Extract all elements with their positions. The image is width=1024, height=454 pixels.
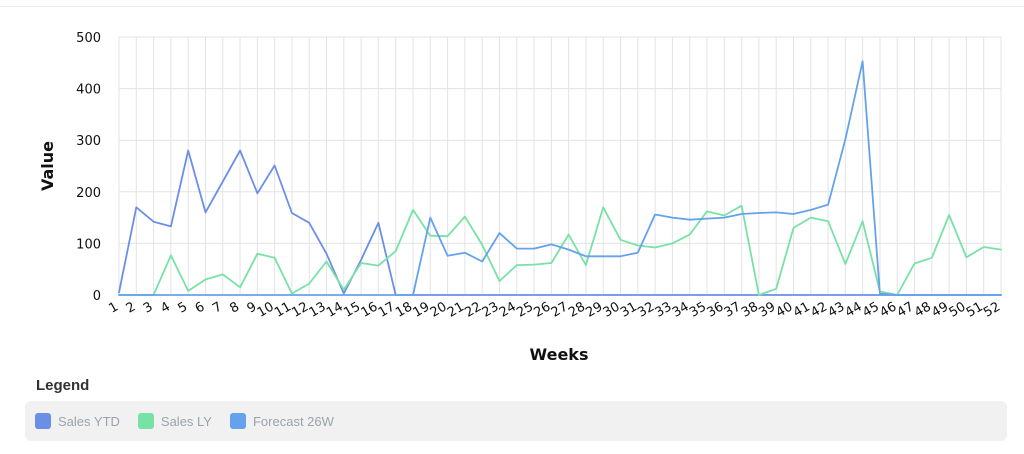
x-tick-label: 14 [324, 299, 346, 320]
x-tick-label: 25 [514, 299, 536, 320]
x-tick-label: 1 [106, 299, 121, 316]
x-tick-label: 4 [158, 299, 173, 316]
x-tick-label: 45 [860, 299, 882, 320]
y-axis-ticks: 0 100 200 300 400 500 [76, 31, 101, 304]
x-tick-label: 29 [583, 299, 605, 320]
x-tick-label: 7 [210, 299, 225, 316]
x-tick-label: 23 [480, 299, 502, 320]
legend: Sales YTD Sales LY Forecast 26W [25, 401, 1007, 441]
legend-swatch-sales-ly [137, 413, 154, 429]
x-tick-label: 40 [774, 299, 796, 320]
x-axis-ticks: 1 2 3 4 5 6 7 8 91011121314151617181920212223242… [106, 299, 1003, 320]
x-tick-label: 24 [497, 299, 519, 320]
x-tick-label: 28 [566, 299, 588, 320]
x-tick-label: 22 [462, 299, 484, 320]
x-tick-label: 44 [843, 299, 865, 320]
grid-lines [118, 36, 1002, 296]
x-axis-title: Weeks [530, 345, 589, 364]
legend-label-sales-ytd: Sales YTD [58, 413, 120, 429]
y-tick-label: 500 [76, 31, 101, 46]
x-tick-label: 10 [255, 299, 277, 320]
x-tick-label: 48 [912, 299, 934, 320]
legend-swatch-forecast-26w [229, 413, 246, 429]
x-tick-label: 16 [359, 299, 381, 320]
series-lines [118, 60, 1002, 296]
x-tick-label: 5 [176, 299, 191, 316]
x-tick-label: 2 [124, 299, 139, 316]
x-tick-label: 49 [929, 299, 951, 320]
x-tick-label: 18 [393, 299, 415, 320]
x-tick-label: 31 [618, 299, 640, 320]
x-tick-label: 47 [895, 299, 917, 320]
x-tick-label: 11 [272, 299, 294, 320]
x-tick-label: 26 [532, 299, 554, 320]
x-tick-label: 35 [687, 299, 709, 320]
series-line-sales-ytd [118, 149, 1002, 296]
y-axis-title: Value [38, 141, 57, 191]
x-tick-label: 19 [410, 299, 432, 320]
y-tick-label: 300 [76, 134, 101, 149]
x-tick-label: 20 [428, 299, 450, 320]
legend-title: Legend [36, 377, 90, 394]
x-tick-label: 12 [289, 299, 311, 320]
legend-item-forecast-26w[interactable]: Forecast 26W [229, 413, 334, 429]
legend-swatch-sales-ytd [35, 413, 51, 429]
x-tick-label: 34 [670, 299, 692, 320]
x-tick-label: 37 [722, 299, 744, 320]
x-tick-label: 50 [947, 299, 969, 320]
y-tick-label: 0 [93, 289, 101, 304]
series-line-sales-ly [118, 204, 1002, 296]
x-tick-label: 27 [549, 299, 571, 320]
x-tick-label: 52 [981, 299, 1003, 320]
x-tick-label: 33 [653, 299, 675, 320]
y-tick-label: 100 [76, 237, 101, 252]
x-tick-label: 46 [877, 299, 899, 320]
x-tick-label: 42 [808, 299, 830, 320]
x-tick-label: 6 [193, 299, 208, 316]
x-tick-label: 15 [341, 299, 363, 320]
x-tick-label: 38 [739, 299, 761, 320]
x-tick-label: 3 [141, 299, 156, 316]
legend-item-sales-ytd[interactable]: Sales YTD [35, 413, 120, 429]
x-tick-label: 17 [376, 299, 398, 320]
x-tick-label: 30 [601, 299, 623, 320]
series-line-forecast-26w [118, 60, 1002, 296]
x-tick-label: 43 [826, 299, 848, 320]
y-tick-label: 400 [76, 83, 101, 98]
y-tick-label: 200 [76, 186, 101, 201]
x-tick-label: 51 [964, 299, 986, 320]
x-tick-label: 41 [791, 299, 813, 320]
x-tick-label: 39 [756, 299, 778, 320]
legend-item-sales-ly[interactable]: Sales LY [137, 413, 212, 429]
x-tick-label: 21 [445, 299, 467, 320]
x-tick-label: 36 [704, 299, 726, 320]
legend-label-forecast-26w: Forecast 26W [252, 413, 334, 429]
top-divider [0, 6, 1024, 7]
x-tick-label: 8 [227, 299, 242, 316]
x-tick-label: 32 [635, 299, 657, 320]
x-tick-label: 13 [307, 299, 329, 320]
legend-label-sales-ly: Sales LY [160, 413, 212, 429]
